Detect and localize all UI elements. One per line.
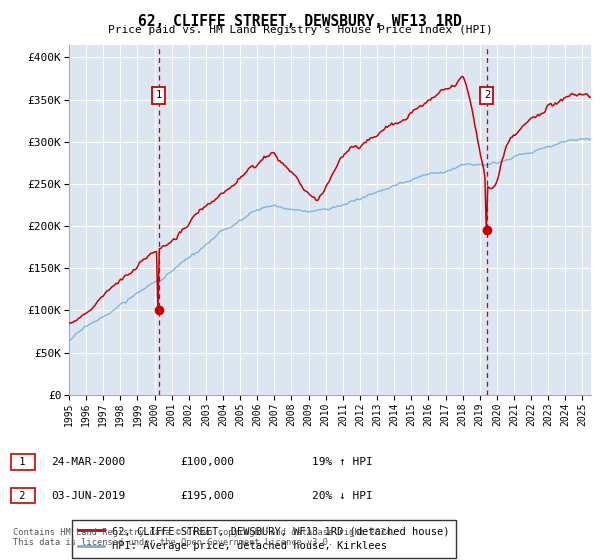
Text: 19% ↑ HPI: 19% ↑ HPI: [312, 457, 373, 467]
Text: 62, CLIFFE STREET, DEWSBURY, WF13 1RD: 62, CLIFFE STREET, DEWSBURY, WF13 1RD: [138, 14, 462, 29]
Legend: 62, CLIFFE STREET, DEWSBURY, WF13 1RD (detached house), HPI: Average price, deta: 62, CLIFFE STREET, DEWSBURY, WF13 1RD (d…: [71, 520, 456, 558]
Text: Contains HM Land Registry data © Crown copyright and database right 2024.
This d: Contains HM Land Registry data © Crown c…: [13, 528, 397, 547]
Text: 2: 2: [13, 491, 32, 501]
Text: 1: 1: [155, 90, 161, 100]
Text: 03-JUN-2019: 03-JUN-2019: [51, 491, 125, 501]
Text: £100,000: £100,000: [180, 457, 234, 467]
Text: Price paid vs. HM Land Registry's House Price Index (HPI): Price paid vs. HM Land Registry's House …: [107, 25, 493, 35]
Text: 1: 1: [13, 457, 32, 467]
Text: 24-MAR-2000: 24-MAR-2000: [51, 457, 125, 467]
Text: 2: 2: [484, 90, 490, 100]
Text: 20% ↓ HPI: 20% ↓ HPI: [312, 491, 373, 501]
Text: £195,000: £195,000: [180, 491, 234, 501]
